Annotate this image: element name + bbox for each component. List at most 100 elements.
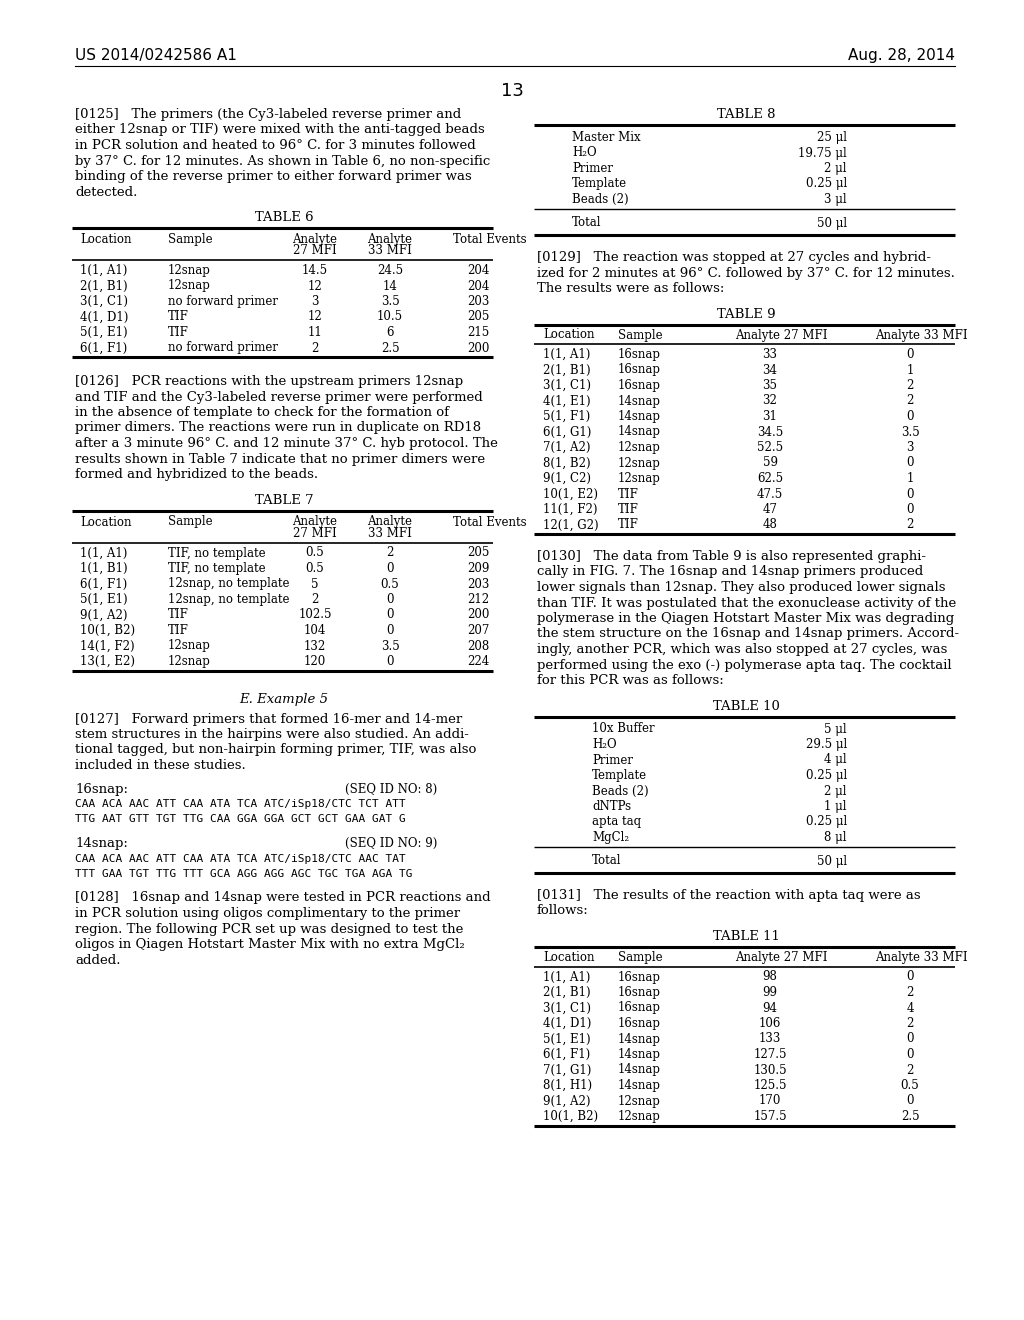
Text: 3: 3 — [906, 441, 913, 454]
Text: by 37° C. for 12 minutes. As shown in Table 6, no non-specific: by 37° C. for 12 minutes. As shown in Ta… — [75, 154, 490, 168]
Text: lower signals than 12snap. They also produced lower signals: lower signals than 12snap. They also pro… — [537, 581, 945, 594]
Text: 10.5: 10.5 — [377, 310, 403, 323]
Text: E. Example 5: E. Example 5 — [240, 693, 329, 705]
Text: 215: 215 — [467, 326, 489, 339]
Text: 2 μl: 2 μl — [824, 162, 847, 176]
Text: 0.5: 0.5 — [901, 1078, 920, 1092]
Text: 16snap: 16snap — [618, 986, 662, 999]
Text: cally in FIG. 7. The 16snap and 14snap primers produced: cally in FIG. 7. The 16snap and 14snap p… — [537, 565, 924, 578]
Text: CAA ACA AAC ATT CAA ATA TCA ATC/iSp18/CTC AAC TAT: CAA ACA AAC ATT CAA ATA TCA ATC/iSp18/CT… — [75, 854, 406, 863]
Text: Total: Total — [572, 216, 601, 230]
Text: 0: 0 — [906, 970, 913, 983]
Text: 0: 0 — [386, 609, 394, 622]
Text: 0: 0 — [906, 348, 913, 360]
Text: [0129]   The reaction was stopped at 27 cycles and hybrid-: [0129] The reaction was stopped at 27 cy… — [537, 251, 931, 264]
Text: 0.5: 0.5 — [305, 546, 325, 560]
Text: Location: Location — [80, 516, 131, 528]
Text: 50 μl: 50 μl — [817, 854, 847, 867]
Text: ingly, another PCR, which was also stopped at 27 cycles, was: ingly, another PCR, which was also stopp… — [537, 643, 947, 656]
Text: 5(1, E1): 5(1, E1) — [80, 593, 128, 606]
Text: 16snap:: 16snap: — [75, 783, 128, 796]
Text: 2(1, B1): 2(1, B1) — [80, 280, 128, 293]
Text: 0: 0 — [906, 457, 913, 470]
Text: oligos in Qiagen Hotstart Master Mix with no extra MgCl₂: oligos in Qiagen Hotstart Master Mix wit… — [75, 939, 465, 950]
Text: 1 μl: 1 μl — [824, 800, 847, 813]
Text: stem structures in the hairpins were also studied. An addi-: stem structures in the hairpins were als… — [75, 729, 469, 741]
Text: 10(1, B2): 10(1, B2) — [543, 1110, 598, 1123]
Text: 94: 94 — [763, 1002, 777, 1015]
Text: 5: 5 — [311, 578, 318, 590]
Text: 102.5: 102.5 — [298, 609, 332, 622]
Text: [0128]   16snap and 14snap were tested in PCR reactions and: [0128] 16snap and 14snap were tested in … — [75, 891, 490, 904]
Text: 47.5: 47.5 — [757, 487, 783, 500]
Text: 208: 208 — [467, 639, 489, 652]
Text: 2: 2 — [906, 1064, 913, 1077]
Text: 2: 2 — [906, 395, 913, 408]
Text: Analyte 27 MFI: Analyte 27 MFI — [735, 950, 827, 964]
Text: 14snap: 14snap — [618, 1078, 662, 1092]
Text: (SEQ ID NO: 8): (SEQ ID NO: 8) — [345, 783, 437, 796]
Text: 12snap: 12snap — [168, 639, 211, 652]
Text: 6(1, F1): 6(1, F1) — [80, 578, 127, 590]
Text: Beads (2): Beads (2) — [572, 193, 629, 206]
Text: 1(1, B1): 1(1, B1) — [80, 562, 128, 576]
Text: 2: 2 — [906, 379, 913, 392]
Text: 24.5: 24.5 — [377, 264, 403, 277]
Text: Location: Location — [80, 234, 131, 246]
Text: 12(1, G2): 12(1, G2) — [543, 519, 599, 532]
Text: 2(1, B1): 2(1, B1) — [543, 986, 591, 999]
Text: 14snap:: 14snap: — [75, 837, 128, 850]
Text: 10(1, E2): 10(1, E2) — [543, 487, 598, 500]
Text: 14: 14 — [383, 280, 397, 293]
Text: 133: 133 — [759, 1032, 781, 1045]
Text: 132: 132 — [304, 639, 326, 652]
Text: 4(1, E1): 4(1, E1) — [543, 395, 591, 408]
Text: 2: 2 — [311, 593, 318, 606]
Text: 1: 1 — [906, 363, 913, 376]
Text: 200: 200 — [467, 609, 489, 622]
Text: 12snap: 12snap — [618, 473, 660, 484]
Text: 16snap: 16snap — [618, 1002, 662, 1015]
Text: [0130]   The data from Table 9 is also represented graphi-: [0130] The data from Table 9 is also rep… — [537, 550, 926, 564]
Text: Analyte: Analyte — [293, 516, 338, 528]
Text: 0.5: 0.5 — [381, 578, 399, 590]
Text: 12snap, no template: 12snap, no template — [168, 593, 290, 606]
Text: 14snap: 14snap — [618, 395, 662, 408]
Text: no forward primer: no forward primer — [168, 342, 278, 355]
Text: 2.5: 2.5 — [901, 1110, 920, 1123]
Text: 0: 0 — [906, 1032, 913, 1045]
Text: performed using the exo (-) polymerase apta taq. The cocktail: performed using the exo (-) polymerase a… — [537, 659, 951, 672]
Text: 59: 59 — [763, 457, 777, 470]
Text: 0.25 μl: 0.25 μl — [806, 816, 847, 829]
Text: [0125]   The primers (the Cy3-labeled reverse primer and: [0125] The primers (the Cy3-labeled reve… — [75, 108, 461, 121]
Text: 207: 207 — [467, 624, 489, 638]
Text: 12snap: 12snap — [618, 1110, 660, 1123]
Text: TIF: TIF — [618, 503, 639, 516]
Text: 3.5: 3.5 — [381, 639, 399, 652]
Text: 12snap: 12snap — [618, 441, 660, 454]
Text: 204: 204 — [467, 264, 489, 277]
Text: 4: 4 — [906, 1002, 913, 1015]
Text: 1(1, A1): 1(1, A1) — [543, 348, 591, 360]
Text: 8(1, H1): 8(1, H1) — [543, 1078, 592, 1092]
Text: 204: 204 — [467, 280, 489, 293]
Text: 0.25 μl: 0.25 μl — [806, 770, 847, 781]
Text: 13: 13 — [501, 82, 523, 100]
Text: included in these studies.: included in these studies. — [75, 759, 246, 772]
Text: 1: 1 — [906, 473, 913, 484]
Text: added.: added. — [75, 953, 121, 966]
Text: Location: Location — [543, 329, 595, 342]
Text: 0.5: 0.5 — [305, 562, 325, 576]
Text: 10x Buffer: 10x Buffer — [592, 722, 654, 735]
Text: 6(1, F1): 6(1, F1) — [543, 1048, 590, 1061]
Text: 4 μl: 4 μl — [824, 754, 847, 767]
Text: 50 μl: 50 μl — [817, 216, 847, 230]
Text: 16snap: 16snap — [618, 379, 662, 392]
Text: 9(1, C2): 9(1, C2) — [543, 473, 591, 484]
Text: 6(1, F1): 6(1, F1) — [80, 342, 127, 355]
Text: 8 μl: 8 μl — [824, 832, 847, 843]
Text: 0: 0 — [386, 593, 394, 606]
Text: Primer: Primer — [592, 754, 633, 767]
Text: 0: 0 — [906, 411, 913, 422]
Text: 0: 0 — [906, 1048, 913, 1061]
